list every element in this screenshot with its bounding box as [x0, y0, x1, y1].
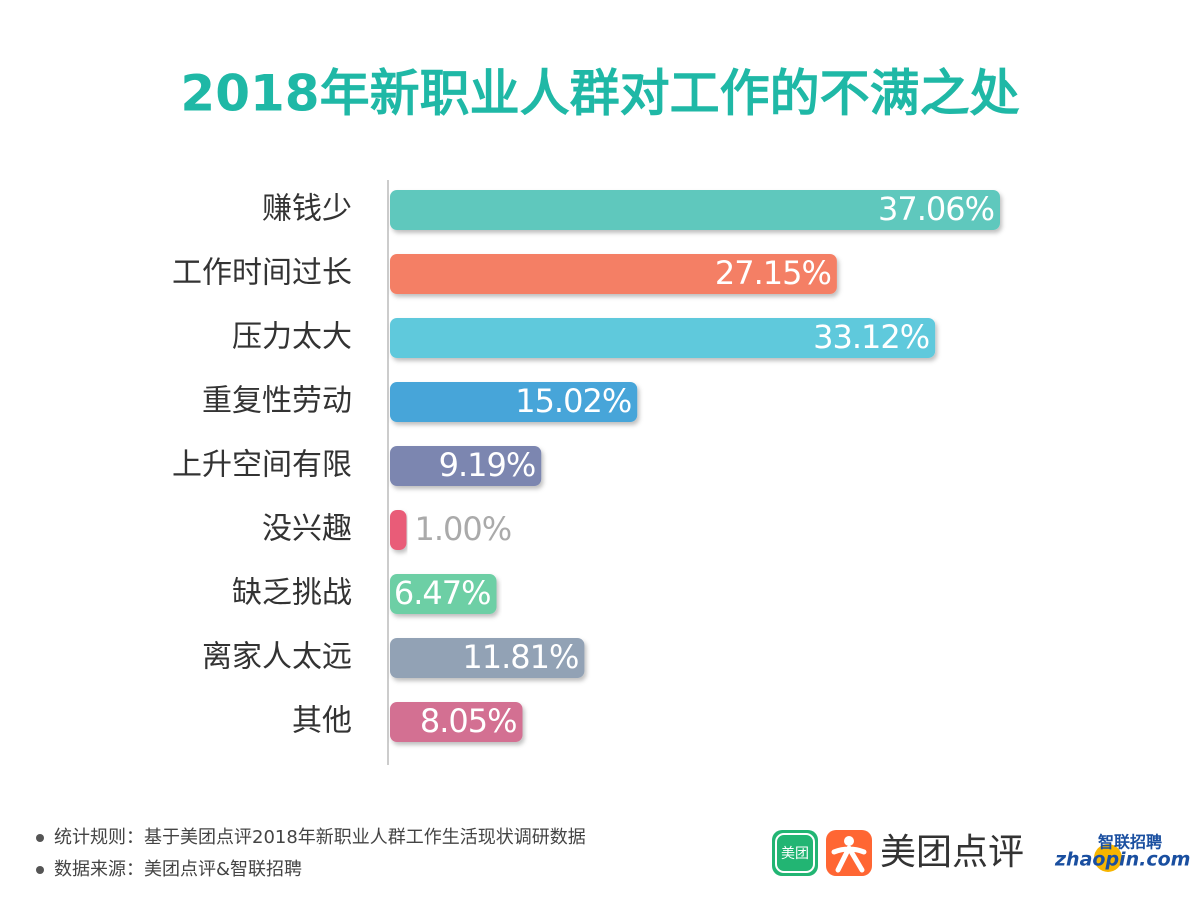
value-label: 1.00% — [414, 510, 511, 548]
value-label: 33.12% — [813, 318, 929, 356]
value-label: 27.15% — [715, 254, 831, 292]
value-label: 15.02% — [515, 382, 631, 420]
logo-zhaopin-dot — [1094, 844, 1122, 872]
category-label: 工作时间过长 — [172, 256, 352, 291]
category-label: 离家人太远 — [202, 640, 352, 675]
logo-meituan-frame — [775, 833, 815, 873]
chart-title: 2018年新职业人群对工作的不满之处 — [180, 65, 1019, 123]
note: 统计规则：基于美团点评2018年新职业人群工作生活现状调研数据 — [54, 827, 586, 848]
value-label: 9.19% — [439, 446, 536, 484]
bar — [390, 510, 407, 550]
category-label: 压力太大 — [232, 320, 352, 355]
logo-dianping-icon — [831, 845, 867, 873]
logo-zhaopin-en: zhaopin.com — [1054, 849, 1190, 871]
value-label: 8.05% — [420, 702, 517, 740]
note: 数据来源：美团点评&智联招聘 — [54, 859, 302, 880]
value-label: 6.47% — [394, 574, 491, 612]
category-label: 其他 — [292, 704, 352, 739]
category-label: 赚钱少 — [262, 192, 352, 227]
bar — [390, 190, 1000, 230]
value-label: 11.81% — [462, 638, 578, 676]
bullet — [36, 834, 44, 842]
value-label: 37.06% — [878, 190, 994, 228]
logo-zhaopin-cn: 智联招聘 — [1098, 833, 1162, 852]
category-label: 重复性劳动 — [202, 384, 352, 419]
logo-dianping-icon — [844, 836, 854, 846]
bullet — [36, 866, 44, 874]
category-label: 没兴趣 — [262, 512, 352, 547]
category-label: 上升空间有限 — [172, 448, 352, 483]
category-label: 缺乏挑战 — [232, 576, 352, 611]
bar — [390, 254, 837, 294]
logo-meituan — [772, 830, 818, 876]
bar — [390, 382, 638, 422]
bar — [390, 702, 523, 742]
bar — [390, 446, 542, 486]
bar — [390, 574, 497, 614]
logo-text: 美团点评 — [880, 832, 1024, 873]
bar — [390, 318, 936, 358]
bar — [390, 638, 585, 678]
logo-meituan-text: 美团 — [781, 846, 809, 862]
